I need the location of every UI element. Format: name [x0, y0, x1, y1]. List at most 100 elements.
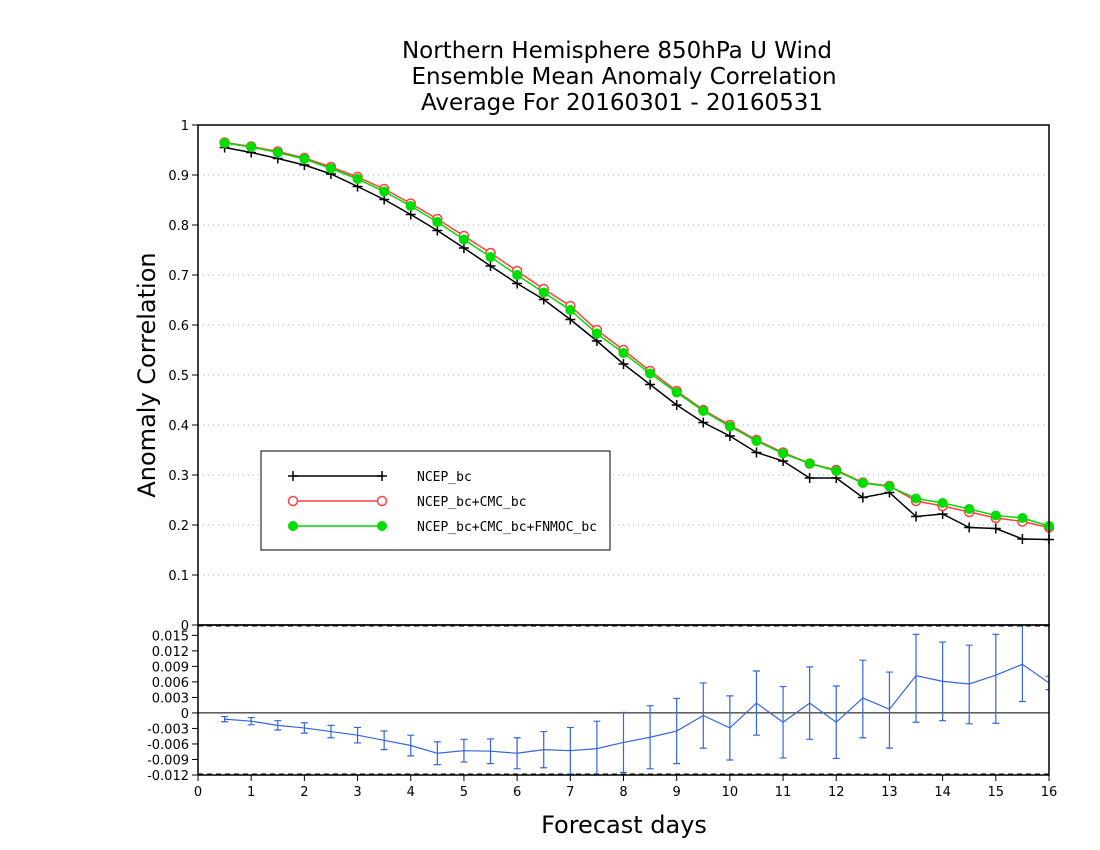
legend-label: NCEP_bc: [417, 470, 472, 485]
data-point: [1017, 534, 1028, 544]
title-line-1: Northern Hemisphere 850hPa U Wind: [402, 38, 832, 64]
x-tick-label: 3: [353, 785, 361, 800]
title-line-3: Average For 20160301 - 20160531: [421, 90, 823, 116]
y-tick-label: 0.4: [168, 419, 189, 434]
error-bar: [1045, 675, 1049, 691]
y-tick-label: 0.8: [168, 219, 189, 234]
error-bar: [992, 633, 1000, 724]
y-tick-label: 0.012: [152, 645, 189, 660]
error-bar: [912, 633, 920, 723]
data-point: [246, 142, 257, 152]
series-line: [224, 146, 1050, 541]
y-tick-label: 1: [181, 119, 189, 134]
data-point: [485, 261, 496, 271]
data-point: [911, 493, 922, 504]
legend-marker: [377, 521, 387, 531]
data-point: [724, 421, 735, 432]
legend-marker: [376, 495, 388, 507]
data-point: [645, 379, 656, 390]
data-point: [751, 436, 762, 446]
data-point: [831, 466, 842, 476]
bottom-plot-frame: [197, 624, 1050, 776]
data-point: [591, 328, 602, 339]
data-point: [565, 314, 576, 325]
data-point: [219, 138, 230, 148]
x-tick-label: 2: [300, 785, 308, 800]
data-point: [990, 510, 1001, 521]
data-point: [379, 186, 390, 197]
data-point: [804, 458, 815, 469]
data-point: [458, 243, 469, 253]
x-axis-label: Forecast days: [541, 811, 707, 839]
data-point: [565, 305, 576, 315]
x-tick-label: 6: [513, 785, 521, 800]
y-tick-label: 0.003: [152, 691, 189, 706]
x-tick-label: 9: [673, 785, 681, 800]
y-tick-label: 0: [181, 619, 189, 634]
x-tick-label: 8: [619, 785, 627, 800]
y-axis-label: Anomaly Correlation: [133, 252, 161, 497]
data-point: [458, 234, 469, 245]
data-point: [1017, 513, 1028, 523]
difference-panel: -0.012-0.009-0.006-0.00300.0030.0060.009…: [147, 624, 1057, 800]
x-tick-label: 7: [566, 785, 574, 800]
data-point: [990, 523, 1001, 534]
data-point: [272, 147, 283, 158]
legend-marker: [288, 471, 298, 481]
chart-title: Northern Hemisphere 850hPa U Wind Ensemb…: [402, 38, 837, 116]
data-point: [538, 287, 549, 298]
y-tick-label: 0.1: [168, 569, 189, 584]
legend-marker: [287, 495, 299, 507]
data-point: [485, 252, 496, 262]
data-point: [299, 154, 310, 164]
y-tick-label: -0.012: [147, 769, 189, 784]
x-tick-label: 0: [194, 785, 202, 800]
data-point: [352, 174, 363, 184]
data-point: [804, 473, 815, 483]
data-point: [857, 492, 868, 503]
data-point: [778, 448, 789, 459]
data-point: [405, 201, 416, 211]
data-point: [432, 225, 443, 236]
data-point: [512, 270, 523, 280]
x-tick-label: 13: [881, 785, 898, 800]
data-point: [671, 387, 682, 398]
data-point: [432, 217, 443, 227]
x-tick-label: 5: [460, 785, 468, 800]
x-tick-label: 12: [828, 785, 845, 800]
y-tick-label: 0.009: [152, 660, 189, 675]
y-tick-label: -0.006: [147, 738, 189, 753]
data-point: [512, 278, 523, 289]
data-point: [698, 417, 709, 428]
x-tick-label: 4: [407, 785, 415, 800]
error-bar: [1018, 625, 1026, 703]
legend-marker: [377, 471, 387, 481]
legend-label: NCEP_bc+CMC_bc: [417, 495, 527, 510]
anomaly-correlation-panel: 0 0.1 0.2 0.3 0.4 0.5 0.6 0.7 0.8 0.9 1: [168, 119, 1055, 634]
x-tick-label: 14: [934, 785, 951, 800]
y-tick-label: 0.6: [168, 319, 189, 334]
legend-marker: [288, 521, 298, 531]
y-tick-label: -0.003: [147, 722, 189, 737]
data-point: [618, 359, 629, 369]
data-point: [325, 163, 336, 174]
error-bar: [885, 671, 893, 749]
x-tick-label: 15: [988, 785, 1005, 800]
x-tick-label: 11: [775, 785, 792, 800]
y-tick-label: 0.7: [168, 269, 189, 284]
y-tick-label: 0.3: [168, 469, 189, 484]
y-tick-label: 0.9: [168, 169, 189, 184]
x-tick-label: 1: [247, 785, 255, 800]
y-tick-label: -0.009: [147, 753, 189, 768]
data-point: [671, 400, 682, 410]
data-point: [964, 504, 975, 514]
data-point: [857, 478, 868, 488]
y-tick-label: 0.5: [168, 369, 189, 384]
error-bars-group: [221, 625, 1049, 775]
data-point: [405, 209, 416, 220]
difference-line: [224, 663, 1049, 754]
legend-label: NCEP_bc+CMC_bc+FNMOC_bc: [417, 520, 597, 535]
title-line-2: Ensemble Mean Anomaly Correlation: [411, 64, 836, 90]
y-tick-label: 0.2: [168, 519, 189, 534]
